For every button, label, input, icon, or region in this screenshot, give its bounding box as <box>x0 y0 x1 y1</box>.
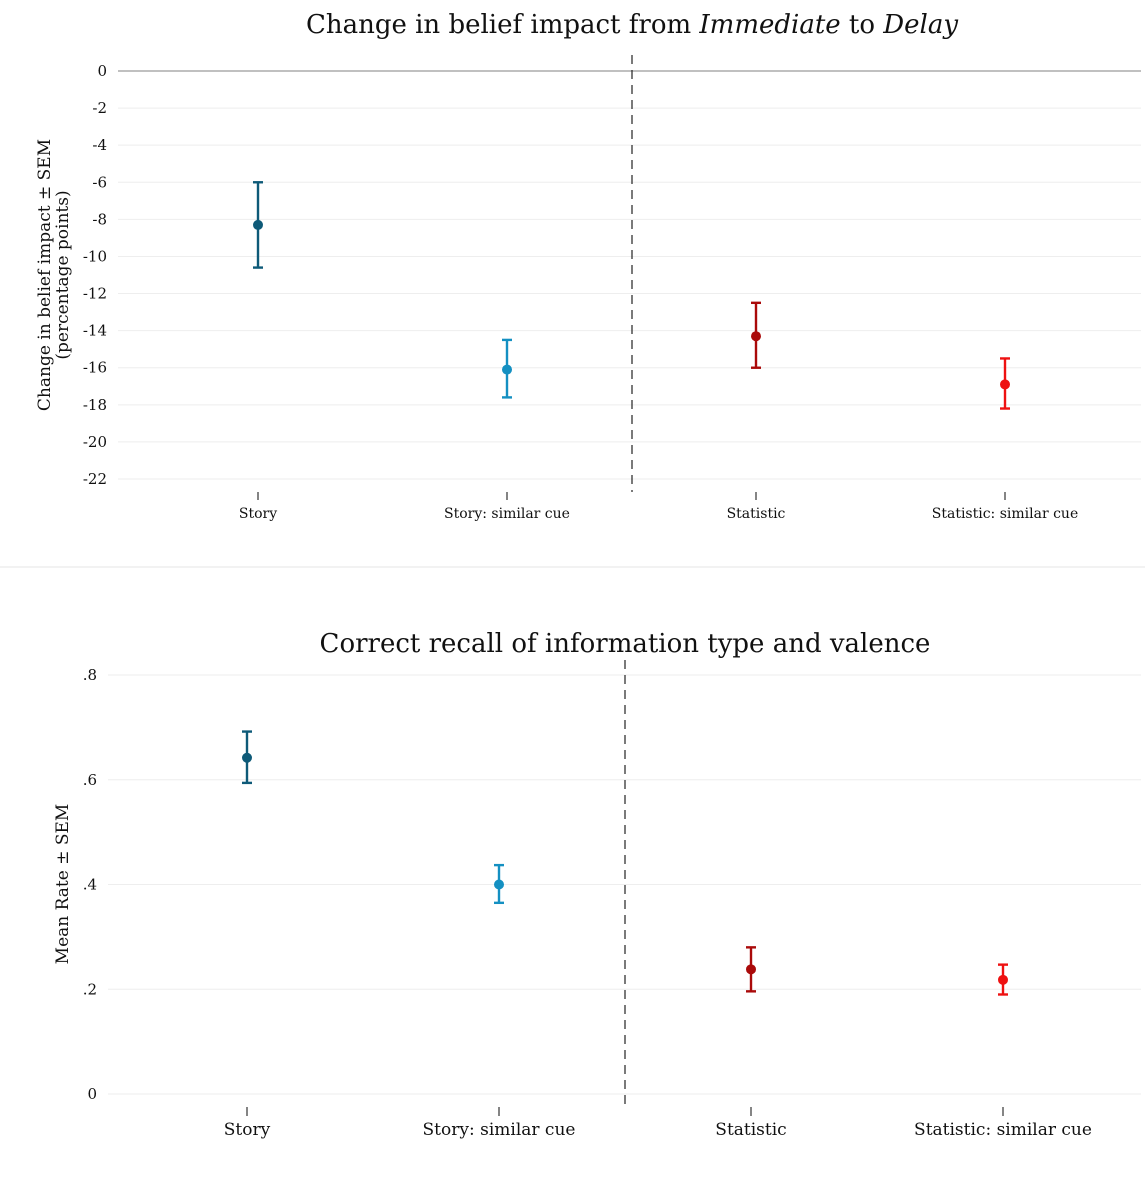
title-segment: Change in belief impact from <box>306 10 699 40</box>
y-axis-label-line: (percentage points) <box>53 190 73 359</box>
top-chart-title: Change in belief impact from Immediate t… <box>306 10 958 40</box>
x-tick-label: Statistic: similar cue <box>914 1120 1092 1140</box>
x-tick-label: Statistic <box>727 506 786 522</box>
x-tick-label: Statistic: similar cue <box>932 506 1079 522</box>
y-tick-label: -8 <box>92 210 107 228</box>
y-tick-label: -22 <box>83 470 107 488</box>
y-tick-label: -10 <box>83 247 107 265</box>
x-tick-label: Statistic <box>715 1120 786 1140</box>
x-tick-label: Story <box>239 506 277 522</box>
y-tick-label: 0 <box>87 1085 97 1103</box>
y-tick-label: -6 <box>92 173 107 191</box>
data-point <box>494 879 504 890</box>
data-point <box>746 964 756 975</box>
y-axis-label-line: Mean Rate ± SEM <box>53 804 73 965</box>
x-tick-label: Story: similar cue <box>444 506 570 522</box>
y-axis-label-line: Change in belief impact ± SEM <box>35 139 55 411</box>
x-tick-label: Story <box>224 1120 271 1140</box>
y-tick-label: .8 <box>83 666 97 684</box>
y-tick-label: 0 <box>97 62 107 80</box>
bottom-y-axis-label: Mean Rate ± SEM <box>53 804 73 965</box>
title-segment: Delay <box>882 10 958 40</box>
y-tick-label: .4 <box>83 876 97 894</box>
title-segment: Immediate <box>698 10 840 40</box>
top-chart: 0 -2 -4 -6 -8 -10 -12 -14 -16 -18 -20 -22 Story Story… <box>35 10 1141 522</box>
bottom-chart-title: Correct recall of information type and v… <box>320 629 931 659</box>
y-tick-label: -4 <box>92 136 107 154</box>
title-segment: Correct recall of information type and v… <box>320 629 931 659</box>
bottom-chart: 0 .2 .4 .6 .8 Story Story: similar cue Statisti… <box>53 629 1141 1140</box>
data-point <box>751 331 761 342</box>
y-tick-label: .2 <box>83 980 97 998</box>
y-tick-label: -2 <box>92 99 107 117</box>
y-tick-label: -12 <box>83 285 107 303</box>
data-point <box>502 364 512 375</box>
data-point <box>1000 379 1010 390</box>
data-point <box>253 219 263 230</box>
y-tick-label: -14 <box>83 322 107 340</box>
x-tick-label: Story: similar cue <box>423 1120 576 1140</box>
top-y-axis-label: Change in belief impact ± SEM(percentage… <box>35 139 73 411</box>
y-tick-label: .6 <box>83 771 97 789</box>
data-point <box>998 974 1008 985</box>
y-tick-label: -16 <box>83 359 107 377</box>
title-segment: to <box>841 10 884 40</box>
y-tick-label: -18 <box>83 396 107 414</box>
data-point <box>242 752 252 763</box>
y-tick-label: -20 <box>83 433 107 451</box>
